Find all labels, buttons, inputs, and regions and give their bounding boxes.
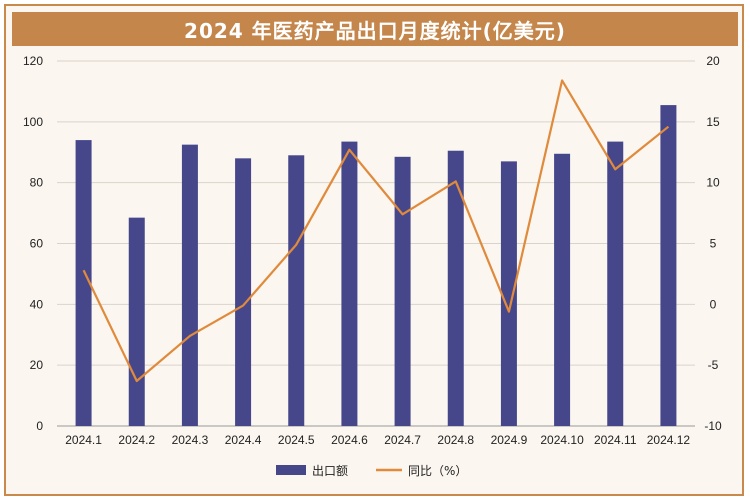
- x-tick-label: 2024.2: [118, 433, 155, 447]
- legend: 出口额 同比（%）: [276, 464, 467, 478]
- legend-swatch-bar: [276, 465, 306, 475]
- y-right-tick-label: 10: [706, 176, 720, 190]
- y-left-tick-label: 60: [30, 237, 44, 251]
- left-axis-ticks: 0 20 40 60 80 100 120: [23, 54, 43, 433]
- x-tick-label: 2024.5: [278, 433, 315, 447]
- bar: [500, 161, 517, 426]
- y-right-tick-label: 20: [706, 54, 720, 68]
- y-right-tick-label: 0: [710, 297, 717, 311]
- x-tick-label: 2024.6: [331, 433, 368, 447]
- y-left-tick-label: 100: [23, 115, 43, 129]
- bar: [554, 153, 571, 427]
- bar: [607, 141, 624, 426]
- bar: [181, 144, 198, 427]
- bar: [75, 140, 92, 427]
- x-tick-label: 2024.12: [647, 433, 691, 447]
- legend-label-yoy: 同比（%）: [408, 464, 467, 478]
- bar-series: [75, 105, 677, 427]
- x-tick-label: 2024.4: [225, 433, 262, 447]
- y-left-tick-label: 80: [30, 176, 44, 190]
- bar: [660, 105, 677, 427]
- y-left-tick-label: 0: [36, 419, 43, 433]
- line-series: [82, 79, 670, 383]
- bar: [341, 141, 358, 426]
- x-tick-label: 2024.3: [172, 433, 209, 447]
- bar: [235, 158, 252, 427]
- chart-title: 2024 年医药产品出口月度统计(亿美元): [12, 12, 738, 46]
- bar: [128, 217, 145, 426]
- y-right-tick-label: 15: [706, 115, 720, 129]
- yoy-line: [82, 79, 670, 383]
- gridlines: [57, 60, 695, 427]
- y-left-tick-label: 120: [23, 54, 43, 68]
- y-right-tick-label: -5: [708, 358, 719, 372]
- y-left-tick-label: 40: [30, 297, 44, 311]
- y-left-tick-label: 20: [30, 358, 44, 372]
- right-axis-ticks: -10 -5 0 5 10 15 20: [704, 54, 722, 433]
- bar: [394, 156, 411, 426]
- legend-label-export: 出口额: [312, 464, 348, 478]
- y-right-tick-label: 5: [710, 237, 717, 251]
- x-tick-label: 2024.11: [594, 433, 637, 447]
- bar: [288, 155, 305, 426]
- x-axis-ticks: 2024.1 2024.2 2024.3 2024.4 2024.5 2024.6 2024…: [65, 433, 690, 447]
- x-tick-label: 2024.7: [384, 433, 421, 447]
- x-tick-label: 2024.1: [65, 433, 102, 447]
- y-right-tick-label: -10: [704, 419, 722, 433]
- bar: [447, 150, 464, 426]
- x-tick-label: 2024.10: [540, 433, 584, 447]
- x-tick-label: 2024.8: [437, 433, 474, 447]
- x-tick-label: 2024.9: [491, 433, 528, 447]
